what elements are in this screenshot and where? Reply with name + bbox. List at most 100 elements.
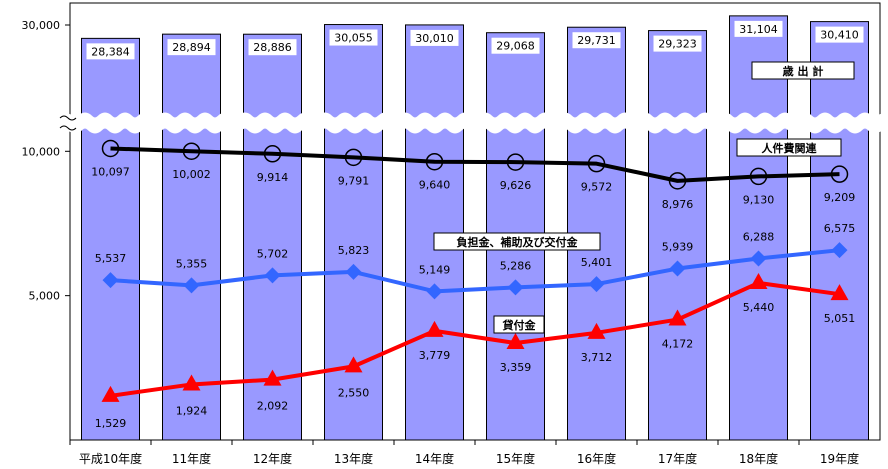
point-marker: [102, 272, 119, 289]
bar-value-label: 28,384: [91, 45, 130, 58]
point-value-label: 8,976: [662, 198, 694, 211]
point-marker: [750, 250, 767, 267]
bar-value-label: 29,731: [577, 34, 616, 47]
point-value-label: 5,939: [662, 241, 694, 254]
series-label-personnel-box: [736, 138, 842, 157]
point-marker: [830, 165, 849, 183]
point-marker: [830, 284, 849, 301]
point-value-label: 5,401: [581, 256, 613, 269]
point-value-label: 3,359: [500, 361, 532, 374]
bar-value-label: 30,410: [820, 29, 859, 42]
point-marker: [587, 154, 606, 173]
x-tick-label: 18年度: [739, 451, 778, 466]
bar-value-label-bg: [410, 29, 459, 46]
bar-value-label: 29,068: [496, 40, 535, 53]
bar-value-label-bg: [167, 39, 216, 56]
bar: [810, 21, 869, 441]
point-value-label: 10,097: [91, 165, 130, 178]
x-tick-label: 14年度: [415, 451, 454, 466]
point-value-label: 9,791: [338, 174, 370, 187]
series-label-personnel: 人件費関連: [762, 141, 818, 155]
bar-value-label-bg: [572, 32, 621, 49]
point-value-label: 4,172: [662, 338, 694, 351]
bar-value-label: 31,104: [739, 23, 778, 36]
point-marker: [669, 260, 686, 277]
x-tick-label: 平成10年度: [79, 451, 142, 466]
bar-value-label: 28,894: [172, 41, 211, 54]
point-value-label: 6,575: [824, 222, 856, 235]
bar-value-label-bg: [86, 43, 135, 60]
point-marker: [831, 242, 848, 259]
point-marker: [506, 333, 525, 350]
y-tick-label: 30,000: [22, 19, 61, 32]
bar: [405, 24, 464, 441]
point-value-label: 5,823: [338, 244, 370, 257]
bar-value-label: 30,010: [415, 32, 454, 45]
x-tick-label: 11年度: [172, 451, 211, 466]
point-value-label: 1,924: [176, 404, 208, 417]
bar-value-label-bg: [815, 26, 864, 43]
x-tick-label: 12年度: [253, 451, 292, 466]
bar: [729, 15, 788, 441]
point-marker: [426, 283, 443, 300]
x-tick-label: 16年度: [577, 451, 616, 466]
bar-value-label-bg: [491, 37, 540, 54]
point-marker: [588, 276, 605, 293]
point-value-label: 6,288: [743, 230, 775, 243]
series-line: [110, 146, 840, 183]
series-line: [110, 280, 840, 398]
point-marker: [425, 152, 444, 171]
x-tick-label: 15年度: [496, 451, 535, 466]
point-value-label: 10,002: [172, 168, 211, 181]
point-value-label: 9,209: [824, 191, 856, 204]
bar-value-label: 29,323: [658, 38, 697, 51]
bar-value-label-bg: [653, 35, 702, 52]
bar-value-label: 30,055: [334, 32, 373, 45]
y-tick-label: 10,000: [22, 145, 61, 158]
point-marker: [507, 279, 524, 296]
point-value-label: 5,537: [95, 252, 127, 265]
point-value-label: 9,626: [500, 179, 532, 192]
point-marker: [344, 356, 363, 373]
bar: [324, 24, 383, 441]
point-value-label: 5,440: [743, 301, 775, 314]
series-label-loans-box: [493, 315, 545, 334]
series-label-subsidies-box: [433, 232, 601, 251]
point-value-label: 2,092: [257, 400, 289, 413]
bar-value-label: 28,886: [253, 41, 292, 54]
x-tick-label: 19年度: [820, 451, 859, 466]
series-label-total: 歳 出 計: [783, 64, 824, 78]
point-marker: [668, 309, 687, 326]
bar: [648, 30, 707, 441]
series-line: [110, 248, 840, 294]
point-marker: [182, 142, 201, 160]
point-marker: [749, 272, 768, 289]
x-tick-label: 17年度: [658, 451, 697, 466]
axis-break-wave: [57, 112, 888, 124]
point-value-label: 9,640: [419, 179, 451, 192]
point-marker: [587, 322, 606, 339]
point-value-label: 9,130: [743, 193, 775, 206]
point-marker: [101, 385, 120, 402]
point-value-label: 9,572: [581, 181, 613, 194]
point-marker: [101, 139, 120, 158]
point-value-label: 9,914: [257, 171, 289, 184]
x-tick-label: 13年度: [334, 451, 373, 466]
point-marker: [425, 320, 444, 337]
axis-break-mark: [59, 115, 77, 121]
point-value-label: 5,149: [419, 263, 451, 276]
point-value-label: 2,550: [338, 386, 370, 399]
point-marker: [264, 267, 281, 284]
axis-break-band: [60, 118, 882, 128]
point-value-label: 3,712: [581, 351, 613, 364]
point-marker: [263, 369, 282, 386]
point-value-label: 1,529: [95, 417, 127, 430]
point-marker: [668, 172, 687, 190]
point-marker: [182, 374, 201, 391]
y-tick-label: 5,000: [29, 290, 61, 303]
point-marker: [344, 148, 363, 167]
point-value-label: 5,702: [257, 247, 289, 260]
point-value-label: 3,779: [419, 349, 451, 362]
series-label-loans: 貸付金: [502, 318, 537, 332]
